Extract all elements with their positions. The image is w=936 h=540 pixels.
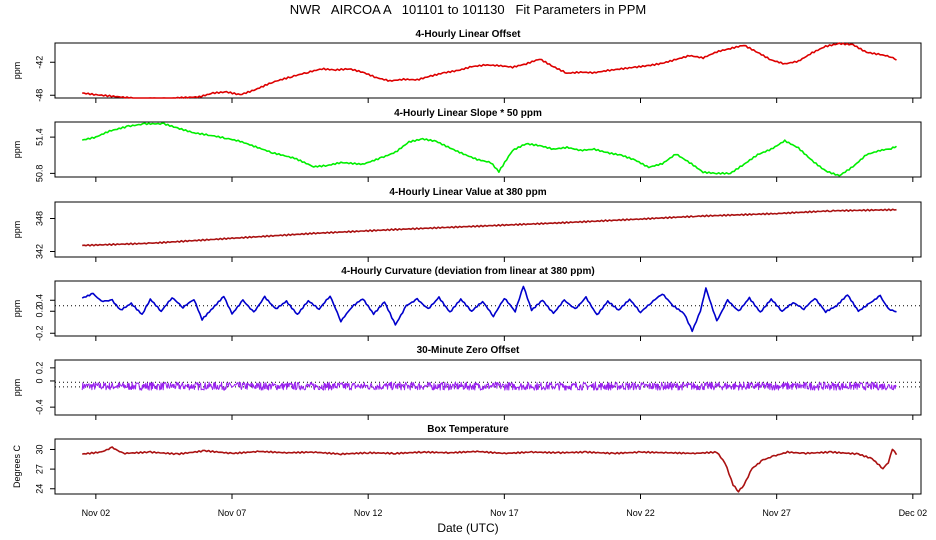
y-tick-label: 24	[34, 484, 44, 494]
y-tick-label: 342	[34, 244, 44, 259]
y-tick-label: 51.4	[34, 128, 44, 146]
x-tick-label: Nov 22	[626, 508, 655, 518]
main-title: NWR AIRCOA A 101101 to 101130 Fit Parame…	[290, 2, 646, 17]
y-tick-label: 0.2	[34, 362, 44, 375]
y-tick-label: 0.4	[34, 294, 44, 307]
panel-frame	[54, 121, 922, 178]
panel-frame	[54, 42, 922, 99]
panels: 4-Hourly Linear Offsetppm-48-424-Hourly …	[12, 29, 922, 499]
panel-frame	[54, 438, 922, 495]
y-tick-label: 0	[34, 378, 44, 383]
x-tick-label: Nov 27	[762, 508, 791, 518]
data-series-line	[82, 446, 898, 493]
panel-frame	[54, 359, 922, 416]
panel-title: 4-Hourly Linear Offset	[415, 29, 521, 40]
panel-frame	[54, 280, 922, 337]
y-axis-label: ppm	[12, 62, 22, 80]
panel-zero-offset: 30-Minute Zero Offset ppm -0.4 0 0.2	[12, 345, 922, 420]
panel-title: 30-Minute Zero Offset	[417, 345, 520, 356]
panel-title: 4-Hourly Linear Slope * 50 ppm	[394, 108, 542, 119]
panel-title: Box Temperature	[427, 424, 509, 435]
panel-title: 4-Hourly Curvature (deviation from linea…	[341, 266, 594, 277]
data-series-line	[81, 381, 897, 391]
data-series-line	[82, 208, 897, 247]
panel-linear-slope: 4-Hourly Linear Slope * 50 ppm ppm 50.8 51.…	[12, 108, 922, 183]
y-tick-label: -42	[34, 56, 44, 69]
x-tick-label: Nov 02	[82, 508, 111, 518]
y-tick-label: 30	[34, 444, 44, 454]
y-tick-label: 0.2	[34, 305, 44, 318]
panel-linear-value: 4-Hourly Linear Value at 380 ppm ppm 342 34…	[12, 187, 922, 262]
panel-linear-offset: 4-Hourly Linear Offset ppm -48 -42	[12, 29, 922, 103]
x-tick-label: Nov 17	[490, 508, 519, 518]
y-tick-label: -0.2	[34, 325, 44, 341]
y-axis-label: ppm	[12, 221, 22, 239]
x-tick-label: Dec 02	[899, 508, 928, 518]
data-series-line	[82, 42, 897, 99]
y-tick-label: 348	[34, 211, 44, 226]
y-axis-label: ppm	[12, 379, 22, 397]
panel-curvature: 4-Hourly Curvature (deviation from linea…	[12, 266, 922, 341]
panel-frame	[54, 201, 922, 258]
x-axis: Nov 02 Nov 07 Nov 12 Nov 17 Nov 22 Nov 27 Dec …	[82, 508, 928, 518]
y-tick-label: -48	[34, 89, 44, 102]
x-tick-label: Nov 07	[218, 508, 247, 518]
y-tick-label: 27	[34, 464, 44, 474]
x-axis-title: Date (UTC)	[437, 521, 498, 535]
panel-title: 4-Hourly Linear Value at 380 ppm	[389, 187, 546, 198]
y-tick-label: 50.8	[34, 165, 44, 183]
y-tick-label: -0.4	[34, 399, 44, 415]
x-tick-label: Nov 12	[354, 508, 383, 518]
y-axis-label: Degrees C	[12, 444, 22, 488]
y-axis-label: ppm	[12, 300, 22, 318]
y-axis-label: ppm	[12, 141, 22, 159]
panel-box-temperature: Box Temperature Degrees C 24 27 30	[12, 424, 922, 499]
data-series-line	[81, 122, 897, 177]
data-series-line	[81, 285, 897, 333]
